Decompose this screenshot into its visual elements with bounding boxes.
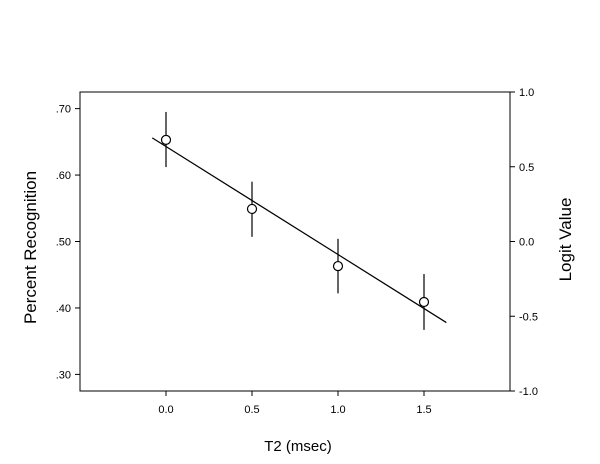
data-point <box>246 203 258 215</box>
y-tick-label: .70 <box>56 104 71 116</box>
data-points <box>160 134 430 308</box>
y2-axis-title: Logit Value <box>556 198 575 282</box>
data-point <box>418 296 430 308</box>
x-tick-label: 0.5 <box>244 404 259 416</box>
x-axis: 0.0 0.5 1.0 1.5 <box>158 391 432 416</box>
error-bars <box>165 111 425 330</box>
y2-tick-label: 0.5 <box>519 162 534 174</box>
x-tick-label: 0.0 <box>158 404 173 416</box>
data-point <box>332 260 344 272</box>
y-tick-label: .30 <box>56 369 71 381</box>
y2-tick-label: 0.0 <box>519 237 534 249</box>
data-point <box>160 134 172 145</box>
y-tick-label: .40 <box>56 303 71 315</box>
x-tick-label: 1.5 <box>416 404 431 416</box>
y2-tick-label: 1.0 <box>519 87 534 99</box>
y2-tick-label: -0.5 <box>519 311 538 323</box>
fit-line <box>151 137 447 324</box>
y-tick-label: .50 <box>56 237 71 249</box>
y2-tick-label: -1.0 <box>519 386 538 398</box>
x-axis-title: T2 (msec) <box>264 438 332 455</box>
y-tick-label: .60 <box>56 170 71 182</box>
y-axis-left: .30 .40 .50 .60 .70 <box>56 104 80 381</box>
y-axis-title: Percent Recognition <box>21 171 40 324</box>
x-tick-label: 1.0 <box>330 404 345 416</box>
y-axis-right: -1.0 -0.5 0.0 0.5 1.0 <box>510 87 538 398</box>
plot-frame <box>79 91 511 392</box>
